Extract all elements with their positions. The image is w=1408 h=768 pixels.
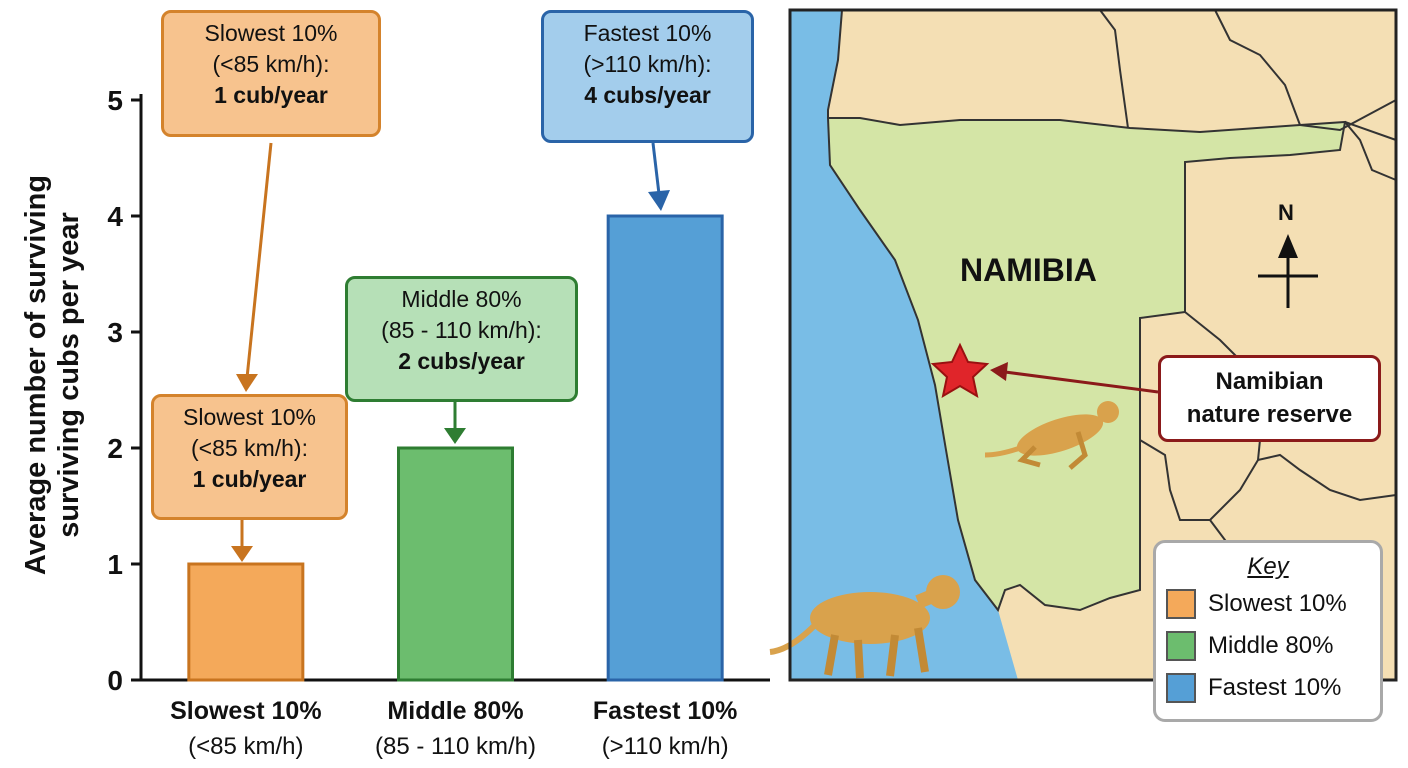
y-axis-title: Average number of surviving surviving cu… [20,175,85,575]
legend-swatch-slowest [1166,589,1196,619]
ocean [790,10,1018,680]
y-tick-label-0: 0 [107,665,123,696]
legend-label-slowest: Slowest 10% [1208,590,1347,617]
y-axis-title-line2: surviving cubs per year [53,212,85,538]
y-axis-title-line1: Average number of surviving [20,175,52,575]
north-arrow-icon [1258,234,1318,308]
annotation-middle-line1: Middle 80% [401,286,522,312]
x-axis-labels: Slowest 10% (<85 km/h) Middle 80% (85 - 110… [170,697,737,760]
annotation-slowest-top: Slowest 10% (<85 km/h): 1 cub/year [161,10,381,137]
y-tick-label-1: 1 [107,549,123,580]
legend-label-middle: Middle 80% [1208,632,1334,659]
arrowhead-fastest [648,190,670,211]
x-tick-sublabel-0: (<85 km/h) [188,733,303,760]
bar-2 [606,214,724,682]
annotation-slowest-bottom-line3: 1 cub/year [192,466,307,492]
x-tick-label-2: Fastest 10% [593,697,738,725]
callout-arrowhead [990,362,1008,381]
x-tick-label-0: Slowest 10% [170,697,321,725]
annotation-slowest-top-line3: 1 cub/year [214,82,328,108]
legend-item-fastest: Fastest 10% [1156,667,1380,709]
annotation-slowest-top-line2: (<85 km/h): [212,51,330,77]
y-tick-label-5: 5 [107,85,123,116]
x-tick-sublabel-2: (>110 km/h) [602,733,729,760]
y-tick-label-2: 2 [107,433,123,464]
namibia-map [769,9,1397,681]
country-label: NAMIBIA [960,252,1097,288]
cheetah-walking-icon [769,575,960,679]
cheetah-running-icon [984,401,1119,470]
y-tick-label-3: 3 [107,317,123,348]
bar-1 [397,446,514,682]
annotation-fastest-line2: (>110 km/h): [583,51,712,77]
annotation-fastest: Fastest 10% (>110 km/h): 4 cubs/year [541,10,754,143]
annotation-slowest-bottom-line1: Slowest 10% [183,404,316,430]
callout-arrow [1004,370,1159,394]
arrow-slowest-top [245,142,273,379]
legend-title: Key [1247,553,1289,580]
nature-reserve-star-icon [930,342,990,399]
map-border [788,8,1398,682]
arrowhead-slowest-bottom [231,546,253,562]
legend-label-fastest: Fastest 10% [1208,674,1342,701]
callout-line1: Namibian [1215,368,1324,395]
legend-swatch-middle [1166,631,1196,661]
bar-0 [187,562,305,682]
annotation-slowest-bottom: Slowest 10% (<85 km/h): 1 cub/year [151,394,348,520]
legend: Key Slowest 10% Middle 80% Fastest 10% [1153,540,1383,722]
arrowhead-middle [444,428,466,444]
annotation-fastest-line1: Fastest 10% [583,20,712,46]
north-label: N [1278,200,1294,225]
legend-swatch-fastest [1166,673,1196,703]
arrow-fastest [651,142,661,195]
y-tick-label-4: 4 [107,201,123,232]
annotation-middle-line2: (85 - 110 km/h): [381,317,542,343]
legend-item-middle: Middle 80% [1156,625,1380,667]
annotation-middle-line3: 2 cubs/year [398,348,525,374]
annotation-slowest-top-line1: Slowest 10% [204,20,338,46]
bars [187,214,724,682]
annotation-slowest-bottom-line2: (<85 km/h): [191,435,308,461]
nature-reserve-callout: Namibian nature reserve [1158,355,1381,442]
legend-item-slowest: Slowest 10% [1156,583,1380,625]
annotation-middle: Middle 80% (85 - 110 km/h): 2 cubs/year [345,276,578,402]
annotation-arrows [231,142,670,562]
callout-line2: nature reserve [1186,401,1353,428]
x-tick-label-1: Middle 80% [387,697,523,725]
namibia-territory [826,117,1347,613]
arrowhead-slowest-top [236,374,258,392]
x-tick-sublabel-1: (85 - 110 km/h) [375,733,536,760]
annotation-fastest-line3: 4 cubs/year [584,82,711,108]
